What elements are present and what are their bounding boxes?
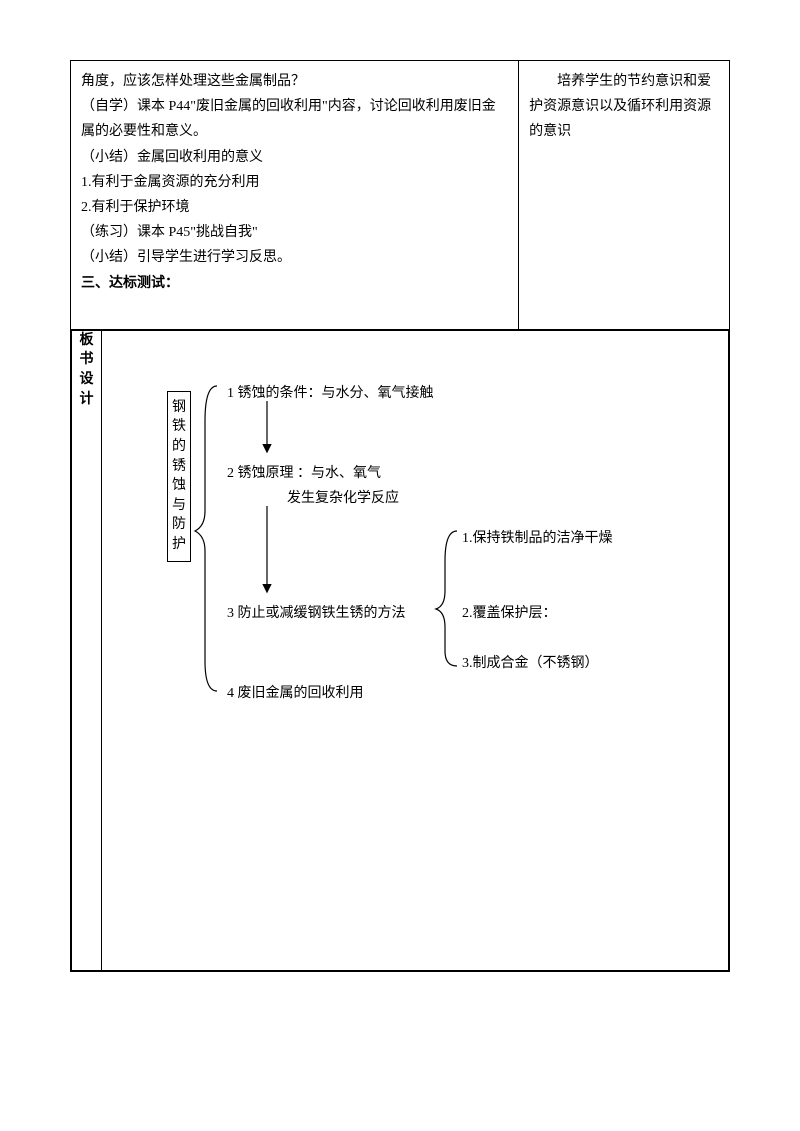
section-heading: 三、达标测试： (81, 271, 508, 296)
line-7: （小结）引导学生进行学习反思。 (81, 245, 508, 270)
topic-box: 钢 铁 的 锈 蚀 与 防 护 (167, 391, 191, 562)
diagram-cell: 钢 铁 的 锈 蚀 与 防 护 1 锈蚀的条件：与水分、氧气接触 2 锈蚀原理 … (102, 330, 729, 970)
diagram-svg (112, 351, 712, 751)
line-1: 角度，应该怎样处理这些金属制品？ (81, 69, 508, 94)
point-3-3: 3.制成合金（不锈钢） (462, 651, 599, 676)
point-3-1: 1.保持铁制品的洁净干燥 (462, 526, 613, 551)
board-design-cell: 板 书 设 计 钢 铁 的 锈 蚀 (71, 329, 730, 971)
right-notes-cell: 培养学生的节约意识和爱护资源意识以及循环利用资源的意识 (519, 61, 730, 330)
board-label-cell: 板 书 设 计 (72, 330, 102, 970)
point-3-2: 2.覆盖保护层： (462, 601, 557, 626)
line-5: 2.有利于保护环境 (81, 195, 508, 220)
line-2: （自学）课本 P44"废旧金属的回收利用"内容，讨论回收利用废旧金属的必要性和意… (81, 94, 508, 144)
point-1: 1 锈蚀的条件：与水分、氧气接触 (227, 381, 434, 406)
board-label-char-1: 板 (72, 331, 101, 351)
lesson-plan-table: 角度，应该怎样处理这些金属制品？ （自学）课本 P44"废旧金属的回收利用"内容… (70, 60, 730, 972)
board-label-char-2: 书 (72, 350, 101, 370)
point-3: 3 防止或减缓钢铁生锈的方法 (227, 601, 406, 626)
diagram-area: 钢 铁 的 锈 蚀 与 防 护 1 锈蚀的条件：与水分、氧气接触 2 锈蚀原理 … (112, 351, 718, 751)
line-3: （小结）金属回收利用的意义 (81, 145, 508, 170)
left-content-cell: 角度，应该怎样处理这些金属制品？ （自学）课本 P44"废旧金属的回收利用"内容… (71, 61, 519, 330)
board-label-char-4: 计 (72, 390, 101, 410)
line-6: （练习）课本 P45"挑战自我" (81, 220, 508, 245)
point-2a: 2 锈蚀原理 ：与水、氧气 (227, 461, 381, 486)
board-label-char-3: 设 (72, 370, 101, 390)
point-4: 4 废旧金属的回收利用 (227, 681, 364, 706)
line-4: 1.有利于金属资源的充分利用 (81, 170, 508, 195)
right-note: 培养学生的节约意识和爱护资源意识以及循环利用资源的意识 (529, 69, 719, 145)
point-2b: 发生复杂化学反应 (287, 486, 399, 511)
